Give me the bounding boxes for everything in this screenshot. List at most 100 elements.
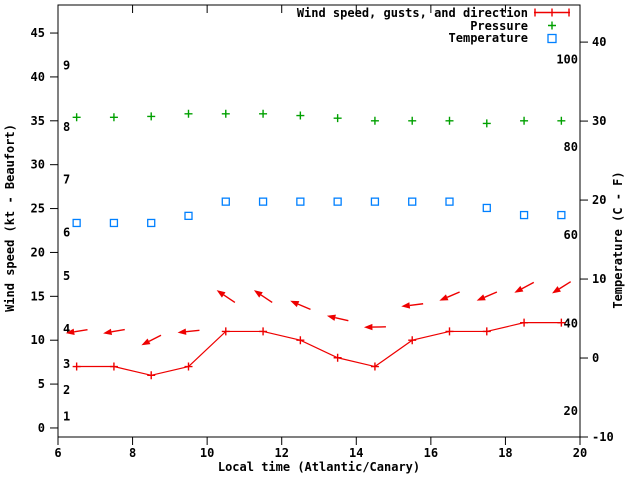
wind-direction-arrow-shaft bbox=[558, 281, 572, 290]
wind-direction-arrow-shaft bbox=[335, 317, 349, 322]
pressure-point bbox=[259, 109, 268, 118]
beaufort-scale-label: 2 bbox=[63, 383, 70, 397]
plot-border bbox=[57, 4, 581, 438]
pressure-point bbox=[221, 109, 230, 118]
wind-direction-arrow-head bbox=[65, 328, 75, 335]
right-axis-tick-label: 30 bbox=[592, 114, 606, 128]
left-axis-tick-label: 20 bbox=[31, 245, 45, 259]
wind-direction-arrow-head bbox=[253, 290, 263, 298]
wind-direction-arrow-shaft bbox=[484, 291, 498, 298]
temperature-point bbox=[519, 210, 529, 220]
pressure-point bbox=[370, 116, 379, 125]
wind-speed-point bbox=[296, 336, 305, 345]
temperature-point bbox=[482, 203, 491, 213]
temperature-point bbox=[221, 197, 230, 206]
legend-sample-temperature bbox=[547, 33, 557, 44]
left-axis-tick-label: 45 bbox=[31, 26, 45, 40]
x-axis-title: Local time (Atlantic/Canary) bbox=[218, 460, 420, 474]
left-axis-tick-label: 30 bbox=[31, 158, 45, 172]
wind-direction-arrow-head bbox=[552, 286, 561, 294]
left-axis-tick-label: 40 bbox=[31, 70, 45, 84]
fahrenheit-scale-label: 100 bbox=[556, 52, 578, 66]
pressure-point bbox=[296, 111, 305, 120]
pressure-point bbox=[520, 116, 529, 125]
wind-direction-arrow-shaft bbox=[223, 294, 236, 304]
temperature-point bbox=[445, 197, 454, 206]
right-axis-tick-label: 0 bbox=[592, 351, 599, 365]
left-axis-tick-label: 10 bbox=[31, 333, 45, 347]
wind-direction-arrow-shaft bbox=[521, 281, 535, 290]
wind-speed-point bbox=[445, 327, 454, 336]
wind-speed-point bbox=[333, 353, 342, 362]
wind-direction-arrow-head bbox=[363, 323, 373, 331]
wind-speed-point bbox=[109, 362, 118, 371]
temperature-point bbox=[109, 218, 119, 228]
beaufort-scale-label: 4 bbox=[63, 322, 70, 336]
wind-speed-point bbox=[482, 327, 491, 336]
left-axis-tick-label: 25 bbox=[31, 202, 45, 216]
x-axis-tick-label: 8 bbox=[129, 446, 136, 460]
legend-label-wind: Wind speed, gusts, and direction bbox=[297, 6, 528, 20]
beaufort-scale-label: 5 bbox=[63, 269, 70, 283]
beaufort-scale-label: 1 bbox=[63, 410, 70, 424]
legend-samples bbox=[534, 8, 570, 44]
fahrenheit-scale-label: 60 bbox=[564, 228, 578, 242]
x-axis-tick-label: 12 bbox=[274, 446, 288, 460]
wind-direction-arrow-shaft bbox=[74, 329, 88, 333]
legend-sample-pressure bbox=[548, 21, 556, 30]
x-axis-tick-label: 14 bbox=[349, 446, 363, 460]
wind-direction-arrow-head bbox=[216, 290, 226, 298]
left-axis-tick-label: 0 bbox=[38, 421, 45, 435]
beaufort-scale-label: 9 bbox=[63, 59, 70, 73]
right-axis-tick-label: -10 bbox=[592, 430, 614, 444]
pressure-point bbox=[333, 114, 342, 123]
temperature-point bbox=[370, 197, 380, 206]
data-series bbox=[65, 109, 572, 380]
wind-speed-point bbox=[184, 362, 193, 371]
right-axis-tick-label: 40 bbox=[592, 35, 606, 49]
left-axis-tick-label: 35 bbox=[31, 114, 45, 128]
wind-direction-arrow-shaft bbox=[409, 303, 424, 307]
wind-direction-arrow-shaft bbox=[297, 303, 311, 311]
temperature-point bbox=[333, 197, 342, 206]
left-axis-tick-label: 5 bbox=[38, 377, 45, 391]
beaufort-scale-label: 8 bbox=[63, 120, 70, 134]
wind-speed-point bbox=[370, 362, 379, 371]
x-axis-tick-label: 10 bbox=[200, 446, 214, 460]
wind-direction-arrow-shaft bbox=[446, 291, 460, 298]
axis-ticks bbox=[50, 5, 588, 445]
wind-direction-arrow-head bbox=[476, 294, 486, 301]
x-axis-tick-label: 6 bbox=[54, 446, 61, 460]
wind-direction-arrow-head bbox=[514, 285, 524, 293]
wind-direction-arrow-head bbox=[103, 328, 113, 336]
wind-speed-point bbox=[147, 371, 156, 380]
wind-speed-point bbox=[259, 327, 268, 336]
wind-direction-arrow-shaft bbox=[260, 294, 273, 304]
legend-sample-wind bbox=[534, 8, 570, 17]
pressure-point bbox=[482, 119, 491, 128]
temperature-point bbox=[408, 197, 417, 206]
right-axis-tick-label: 20 bbox=[592, 193, 606, 207]
wind-direction-arrow-head bbox=[290, 300, 300, 308]
fahrenheit-scale-label: 80 bbox=[564, 140, 578, 154]
pressure-point bbox=[147, 112, 156, 121]
wind-speed-point bbox=[557, 318, 566, 327]
wind-direction-arrow-shaft bbox=[148, 334, 162, 342]
wind-speed-line bbox=[76, 322, 562, 376]
temperature-point bbox=[184, 211, 193, 221]
x-axis-tick-label: 20 bbox=[573, 446, 587, 460]
x-axis-tick-label: 16 bbox=[424, 446, 438, 460]
wind-speed-point bbox=[72, 362, 81, 371]
beaufort-scale-label: 3 bbox=[63, 357, 70, 371]
x-axis-tick-label: 18 bbox=[498, 446, 512, 460]
pressure-point bbox=[557, 116, 566, 125]
wind-speed-point bbox=[221, 327, 230, 336]
wind-direction-arrow-shaft bbox=[111, 328, 125, 333]
legend-label-temperature: Temperature bbox=[449, 31, 528, 45]
temperature-point bbox=[557, 210, 566, 220]
right-axis-title: Temperature (C - F) bbox=[611, 171, 625, 308]
wind-speed-point bbox=[520, 318, 529, 327]
fahrenheit-scale-label: 40 bbox=[564, 316, 578, 330]
wind-direction-arrow-head bbox=[439, 294, 449, 301]
